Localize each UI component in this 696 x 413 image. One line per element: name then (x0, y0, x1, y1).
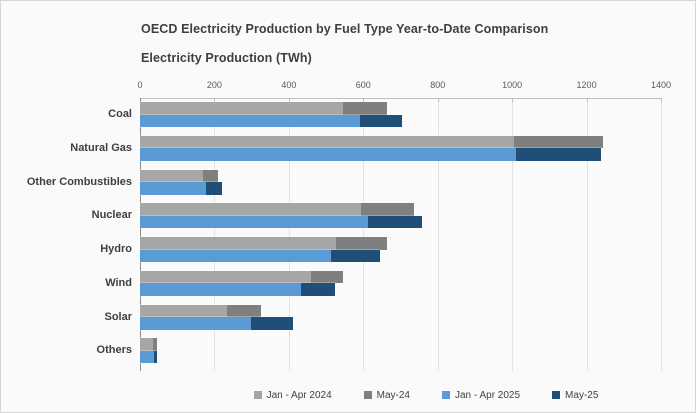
gridline-400 (288, 98, 290, 371)
legend-item-may-25: May-25 (552, 390, 598, 401)
chart-title: OECD Electricity Production by Fuel Type… (141, 22, 549, 36)
bar-segment-jan-apr-2025 (140, 182, 206, 195)
bar-segment-may-25 (154, 350, 158, 364)
legend-label: May-24 (376, 389, 410, 401)
gridline-1200 (586, 98, 588, 371)
legend-item-jan-apr-2024: Jan - Apr 2024 (253, 389, 332, 401)
bar-segment-jan-apr-2025 (140, 249, 331, 262)
bar-current-year (140, 215, 422, 229)
x-tick-label-200: 200 (206, 80, 222, 90)
bar-segment-jan-apr-2024 (140, 102, 343, 115)
bar-current-year (140, 317, 294, 330)
bar-segment-may-25 (367, 215, 422, 229)
tick-mark-1400 (661, 98, 662, 102)
x-tick-label-1400: 1400 (650, 80, 672, 90)
bar-segment-may-24 (360, 203, 414, 216)
bar-segment-may-24 (514, 135, 604, 149)
x-tick-label-1200: 1200 (576, 80, 597, 90)
bar-segment-jan-apr-2025 (140, 114, 360, 127)
legend: Jan - Apr 2024 May-24 Jan - Apr 2025 May-25 (191, 385, 661, 405)
tick-mark-400 (288, 98, 290, 102)
bar-segment-jan-apr-2025 (140, 148, 516, 161)
legend-item-may-24: May-24 (363, 389, 410, 401)
bar-segment-jan-apr-2024 (140, 237, 337, 250)
bar-current-year (140, 350, 158, 364)
tick-mark-800 (437, 98, 439, 102)
bar-segment-jan-apr-2025 (140, 317, 251, 330)
bar-prior-year (140, 102, 388, 115)
legend-label: Jan - Apr 2024 (266, 389, 332, 401)
bar-segment-may-25 (515, 148, 601, 161)
category-label-solar: Solar (104, 310, 132, 323)
category-label-natural-gas: Natural Gas (70, 141, 132, 154)
bar-prior-year (140, 135, 604, 149)
category-label-others: Others (96, 344, 132, 357)
value-axis-title: Electricity Production (TWh) (141, 51, 312, 65)
legend-swatch (253, 391, 262, 399)
bar-prior-year (140, 338, 158, 351)
x-tick-label-800: 800 (430, 80, 446, 90)
legend-item-jan-apr-2025: Jan - Apr 2025 (442, 390, 520, 401)
bar-segment-jan-apr-2024 (140, 169, 204, 182)
bar-prior-year (140, 304, 261, 317)
x-axis-line (140, 98, 661, 99)
legend-swatch (363, 391, 372, 399)
bar-current-year (140, 249, 381, 262)
category-label-nuclear: Nuclear (91, 209, 132, 222)
legend-swatch (442, 391, 450, 399)
bar-segment-jan-apr-2024 (140, 304, 228, 317)
bar-segment-may-24 (336, 237, 388, 250)
bar-current-year (140, 182, 222, 195)
bar-segment-may-24 (311, 270, 343, 284)
x-tick-label-600: 600 (355, 80, 371, 90)
bar-segment-jan-apr-2024 (140, 203, 361, 216)
bar-segment-jan-apr-2024 (140, 135, 514, 149)
category-label-other-combustibles: Other Combustibles (26, 175, 132, 188)
legend-swatch (552, 391, 561, 399)
bar-prior-year (140, 203, 414, 216)
tick-mark-600 (363, 98, 365, 102)
bar-segment-jan-apr-2024 (140, 270, 312, 284)
legend-label: Jan - Apr 2025 (455, 389, 521, 401)
category-label-coal: Coal (108, 108, 132, 120)
bar-segment-may-25 (250, 317, 294, 330)
bar-current-year (140, 114, 403, 127)
x-tick-label-1000: 1000 (502, 80, 523, 90)
legend-label: May-25 (565, 389, 599, 401)
bar-segment-may-25 (205, 182, 222, 195)
gridline-800 (437, 98, 439, 371)
gridline-1400 (661, 98, 662, 371)
bar-segment-may-24 (153, 338, 158, 351)
gridline-600 (363, 98, 365, 371)
bar-segment-jan-apr-2025 (140, 283, 302, 296)
bar-segment-may-25 (301, 283, 335, 296)
bar-segment-may-24 (342, 102, 388, 115)
category-axis-line (140, 98, 141, 371)
tick-mark-1200 (586, 98, 588, 102)
x-tick-label-0: 0 (137, 80, 143, 90)
tick-mark-200 (214, 98, 216, 102)
gridline-200 (214, 98, 216, 371)
x-tick-label-400: 400 (281, 80, 297, 90)
bar-prior-year (140, 169, 219, 182)
bar-prior-year (140, 270, 343, 284)
category-label-hydro: Hydro (100, 243, 132, 255)
bar-segment-may-25 (330, 249, 381, 262)
tick-mark-1000 (512, 98, 514, 102)
bar-current-year (140, 148, 601, 161)
bar-current-year (140, 283, 335, 296)
bar-segment-may-24 (227, 304, 261, 317)
gridline-1000 (512, 98, 514, 371)
bar-prior-year (140, 237, 388, 250)
bar-segment-jan-apr-2024 (140, 338, 154, 351)
category-label-wind: Wind (105, 276, 132, 289)
bar-segment-may-24 (203, 169, 219, 182)
bar-segment-may-25 (359, 114, 403, 127)
bar-segment-jan-apr-2025 (140, 350, 155, 364)
bar-segment-jan-apr-2025 (140, 215, 368, 229)
